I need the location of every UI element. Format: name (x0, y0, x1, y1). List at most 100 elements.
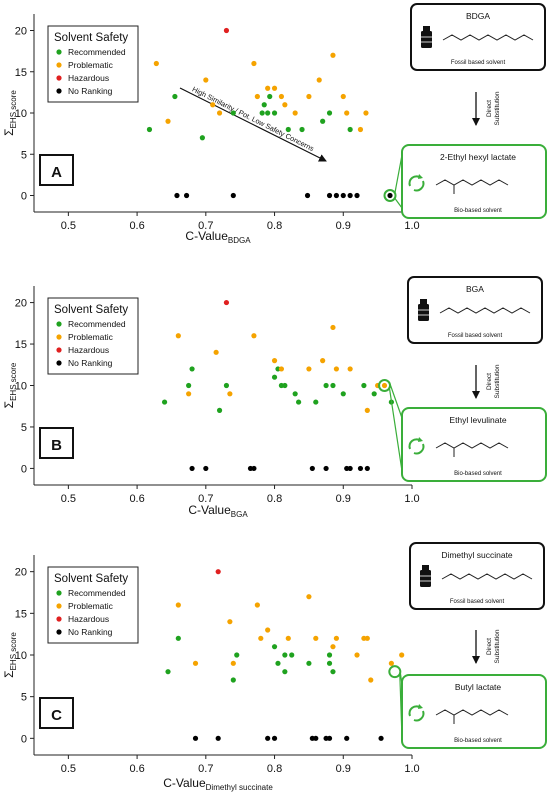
y-tick-label: 20 (15, 26, 27, 38)
data-point (265, 85, 271, 91)
oil-barrel-icon (421, 26, 432, 48)
y-tick-label: 15 (15, 67, 27, 79)
series-hazardous (223, 27, 230, 34)
data-point (340, 192, 346, 199)
x-tick-label: 0.6 (129, 763, 144, 775)
recycle-icon (408, 437, 425, 455)
series-recommended (146, 93, 353, 141)
legend-label: Hazardous (68, 73, 109, 83)
data-point (265, 627, 271, 633)
fossil-structure (441, 573, 533, 580)
series-no-ranking (174, 192, 393, 199)
data-point (265, 735, 271, 741)
data-point (387, 192, 393, 199)
data-point (320, 118, 326, 124)
y-tick-label: 5 (21, 692, 27, 704)
series-recommended (161, 366, 394, 413)
data-point (175, 635, 181, 641)
x-tick-label: 0.9 (336, 763, 351, 775)
panel-c: 0.5 0.6 0.7 0.8 0.9 1.005101520C-ValueDimethy… (2, 542, 547, 792)
data-point (282, 382, 288, 389)
legend-label: No Ranking (68, 358, 113, 368)
data-point (330, 324, 336, 331)
bio-box-frame (401, 674, 547, 749)
recycle-icon (408, 174, 425, 192)
legend-label: No Ranking (68, 86, 113, 96)
data-point (271, 735, 278, 741)
data-point (289, 652, 295, 658)
data-point (330, 382, 336, 389)
data-point (213, 349, 219, 355)
recycle-arc (413, 180, 425, 192)
data-point (186, 382, 192, 389)
legend-marker (56, 62, 62, 68)
data-point (323, 465, 329, 472)
bio-box-frame (401, 407, 547, 482)
data-point (347, 465, 353, 472)
data-point (271, 644, 278, 650)
data-point (203, 465, 209, 472)
y-tick-label: 5 (21, 422, 27, 434)
data-point (261, 102, 267, 108)
panel-b: 0.5 0.6 0.7 0.8 0.9 1.005101520C-ValueBGAΣEHS… (2, 276, 547, 519)
legend-marker (56, 360, 62, 366)
substitution-label-line1: Direct (486, 100, 493, 117)
y-tick-label: 5 (21, 149, 27, 161)
highlight-connector (388, 388, 403, 472)
bio-box-frame (401, 144, 547, 219)
data-point (354, 652, 360, 658)
data-point (313, 399, 319, 405)
oil-barrel-icon (418, 299, 429, 321)
data-point (388, 660, 394, 666)
data-point (364, 635, 370, 641)
legend-label: No Ranking (68, 627, 113, 637)
barrel-top (420, 299, 427, 304)
data-point (223, 382, 230, 389)
substitution-label-line1: Direct (486, 373, 493, 390)
data-point (183, 192, 190, 199)
y-axis-label-main: Σ (2, 128, 16, 135)
legend-label: Problematic (68, 332, 114, 342)
data-point (175, 602, 181, 608)
data-point (215, 569, 221, 575)
legend-label: Recommended (68, 47, 126, 57)
bio-solvent-box: Butyl lactate Bio-based solvent (401, 674, 547, 749)
x-axis-label-sub: BGA (231, 510, 249, 519)
substitution-label: DirectSubstitution (486, 629, 501, 663)
substitution-label: DirectSubstitution (486, 91, 501, 125)
x-tick-label: 0.7 (198, 220, 213, 232)
bio-caption: Bio-based solvent (454, 208, 502, 214)
data-point (216, 407, 223, 413)
legend-marker (56, 603, 62, 609)
data-point (146, 126, 153, 133)
legend-marker (56, 321, 62, 327)
panel-letter-text: C (51, 707, 62, 724)
data-point (323, 382, 329, 389)
series-recommended (165, 635, 336, 683)
y-tick-label: 10 (15, 108, 27, 120)
series-hazardous (223, 299, 230, 306)
data-point (326, 110, 333, 116)
data-point (251, 465, 257, 472)
data-point (282, 652, 288, 658)
legend: Solvent Safety Recommended Problematic Haza… (47, 566, 139, 644)
x-tick-label: 0.7 (198, 763, 213, 775)
panel-a: 0.5 0.6 0.7 0.8 0.9 1.005101520C-ValueBDGAΣEH… (2, 3, 547, 245)
data-point (203, 77, 209, 83)
data-point (161, 399, 168, 405)
fossil-box-frame (410, 3, 546, 71)
data-point (357, 465, 364, 472)
data-point (333, 635, 339, 641)
data-point (378, 735, 384, 741)
data-point (330, 669, 336, 675)
data-point (254, 602, 260, 608)
bio-solvent-box: Ethyl levulinate Bio-based solvent (401, 407, 547, 482)
bio-structure (435, 442, 509, 449)
data-point (313, 635, 319, 641)
data-point (234, 652, 240, 658)
data-point (326, 660, 333, 666)
fossil-solvent-name: Dimethyl succinate (441, 550, 513, 560)
legend-marker (56, 616, 62, 622)
data-point (165, 669, 171, 675)
y-tick-label: 20 (15, 567, 27, 579)
